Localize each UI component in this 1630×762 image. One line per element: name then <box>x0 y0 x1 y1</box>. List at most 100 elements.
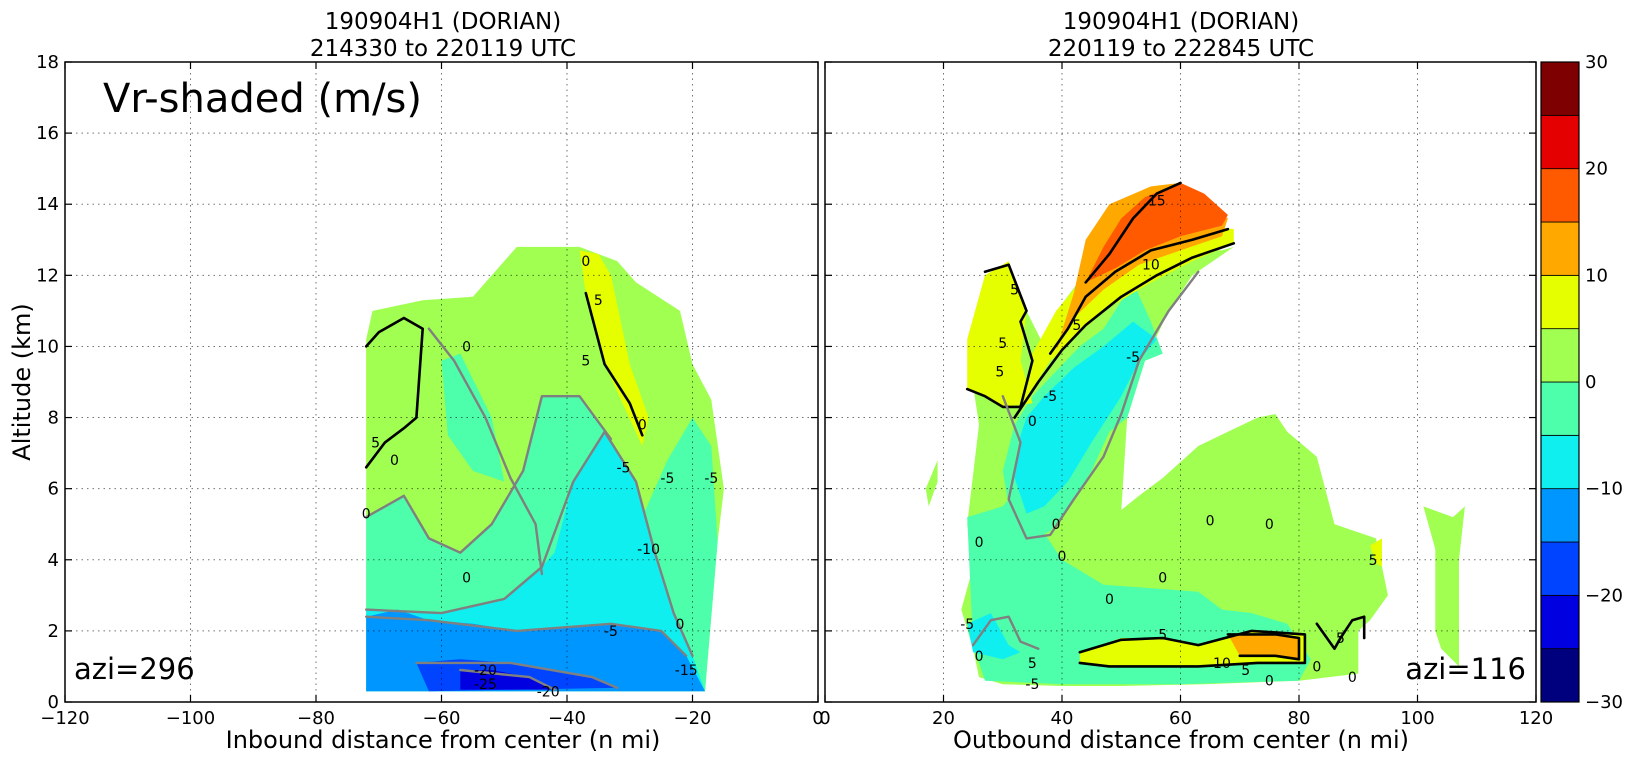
left-azimuth-label: azi=296 <box>74 652 195 686</box>
left-x-axis-label: Inbound distance from center (n mi) <box>226 726 661 754</box>
left-xtick-label-3: −60 <box>423 708 461 729</box>
right-region-10 <box>1370 538 1382 567</box>
right-contour-label-19: -5 <box>1025 677 1039 693</box>
ytick-label-2: 4 <box>48 550 59 571</box>
right-contour-3 <box>1084 181 1182 284</box>
right-contour-label-4: 0 <box>1028 414 1037 430</box>
left-contour-label-13: 0 <box>675 617 684 633</box>
right-panel: 190904H1 (DORIAN) 220119 to 222845 UTC 5… <box>819 9 1553 754</box>
right-contour-label-9: 0 <box>1052 517 1061 533</box>
left-contour-label-7: -5 <box>616 460 630 476</box>
right-contour-label-27: 5 <box>1369 553 1378 569</box>
right-region-12 <box>1227 634 1299 660</box>
right-contour-1 <box>1013 242 1236 419</box>
colorbar-tick-label-3: 0 <box>1585 372 1596 393</box>
right-contour-4 <box>1001 270 1200 540</box>
colorbar-swatch-8 <box>1540 221 1580 276</box>
ytick-label-6: 12 <box>36 265 59 286</box>
right-title-line2: 220119 to 222845 UTC <box>1048 36 1314 62</box>
colorbar-swatches <box>1540 61 1580 703</box>
left-contour-label-9: -5 <box>704 471 718 487</box>
colorbar-tick-label-6: 30 <box>1585 52 1608 73</box>
colorbar-swatch-1 <box>1540 594 1580 650</box>
right-x-axis-label: Outbound distance from center (n mi) <box>953 726 1409 754</box>
left-contour-label-15: -20 <box>474 663 497 679</box>
right-shaded-field <box>925 182 1465 686</box>
right-contour-label-1: 5 <box>998 336 1007 352</box>
right-contour-0 <box>965 263 1034 409</box>
left-contour-label-5: 5 <box>581 354 590 370</box>
right-contour-8 <box>971 615 1040 650</box>
left-x-axis: −120 −100 −80 −60 −40 −20 0 <box>40 62 824 729</box>
right-xtick-label-5: 100 <box>1400 708 1434 729</box>
right-contour-label-0: 5 <box>1010 283 1019 299</box>
left-y-axis: 0 2 4 6 8 10 12 14 16 18 <box>36 52 818 713</box>
colorbar-swatch-7 <box>1540 274 1580 330</box>
left-region-2 <box>579 250 649 446</box>
left-contour-0 <box>364 316 425 469</box>
colorbar-swatch-2 <box>1540 541 1580 596</box>
left-contour-3 <box>365 395 613 554</box>
left-contours <box>364 291 694 691</box>
left-contour-label-1: 0 <box>390 453 399 469</box>
left-contour-1 <box>584 291 644 437</box>
colorbar-swatch-3 <box>1540 488 1580 543</box>
ytick-label-7: 14 <box>36 194 59 215</box>
right-contour-label-2: 5 <box>995 364 1004 380</box>
right-contour-label-10: 0 <box>1058 549 1067 565</box>
colorbar: −30 −20 −10 0 10 20 30 <box>1540 52 1623 713</box>
right-xtick-label-4: 80 <box>1288 708 1311 729</box>
y-axis-label: Altitude (km) <box>8 303 36 460</box>
left-contour-label-2: 0 <box>462 339 471 355</box>
right-contour-7 <box>1315 615 1366 651</box>
colorbar-tick-label-5: 20 <box>1585 159 1608 180</box>
left-xtick-label-2: −80 <box>297 708 335 729</box>
left-xtick-label-0: −120 <box>40 708 89 729</box>
left-contour-label-17: -20 <box>537 684 560 700</box>
colorbar-swatch-4 <box>1540 434 1580 490</box>
ytick-label-9: 18 <box>36 52 59 73</box>
right-contour-label-11: 0 <box>975 535 984 551</box>
right-region-7 <box>967 261 1033 407</box>
right-xtick-label-6: 120 <box>1519 708 1553 729</box>
right-region-1 <box>925 460 938 507</box>
right-contours <box>965 181 1366 668</box>
ytick-label-8: 16 <box>36 123 59 144</box>
right-contour-label-14: 0 <box>1206 514 1215 530</box>
left-xtick-label-6: 0 <box>812 708 823 729</box>
right-contour-label-25: 5 <box>1336 631 1345 647</box>
ytick-label-1: 2 <box>48 621 59 642</box>
right-contour-label-3: 5 <box>1072 318 1081 334</box>
right-xtick-label-3: 60 <box>1169 708 1192 729</box>
left-title-line1: 190904H1 (DORIAN) <box>325 9 562 35</box>
left-xtick-label-4: −40 <box>548 708 586 729</box>
right-contour-label-6: -5 <box>1126 350 1140 366</box>
colorbar-tick-label-1: −20 <box>1585 585 1623 606</box>
colorbar-tick-label-2: −10 <box>1585 479 1623 500</box>
left-contour-label-14: -15 <box>675 663 698 679</box>
left-contour-7 <box>459 668 556 691</box>
left-xtick-label-5: −20 <box>674 708 712 729</box>
right-contour-label-13: 0 <box>1158 571 1167 587</box>
right-contour-label-20: 5 <box>1158 627 1167 643</box>
colorbar-swatch-10 <box>1540 114 1580 170</box>
right-region-13 <box>1085 182 1228 283</box>
right-xtick-label-2: 40 <box>1051 708 1074 729</box>
left-region-8 <box>460 670 555 690</box>
left-panel: 190904H1 (DORIAN) 214330 to 220119 UTC 5… <box>8 9 824 754</box>
right-title-line1: 190904H1 (DORIAN) <box>1063 9 1300 35</box>
colorbar-swatch-5 <box>1540 381 1580 436</box>
right-azimuth-label: azi=116 <box>1405 652 1526 686</box>
colorbar-swatch-6 <box>1540 328 1580 383</box>
right-contour-5 <box>1078 629 1307 668</box>
ytick-label-5: 10 <box>36 336 59 357</box>
left-contour-label-16: -25 <box>474 677 497 693</box>
right-contour-label-18: 5 <box>1028 656 1037 672</box>
right-xtick-label-0: 0 <box>819 708 830 729</box>
right-region-2 <box>1423 506 1465 667</box>
colorbar-frame <box>1540 61 1580 703</box>
left-contour-label-8: -5 <box>660 471 674 487</box>
